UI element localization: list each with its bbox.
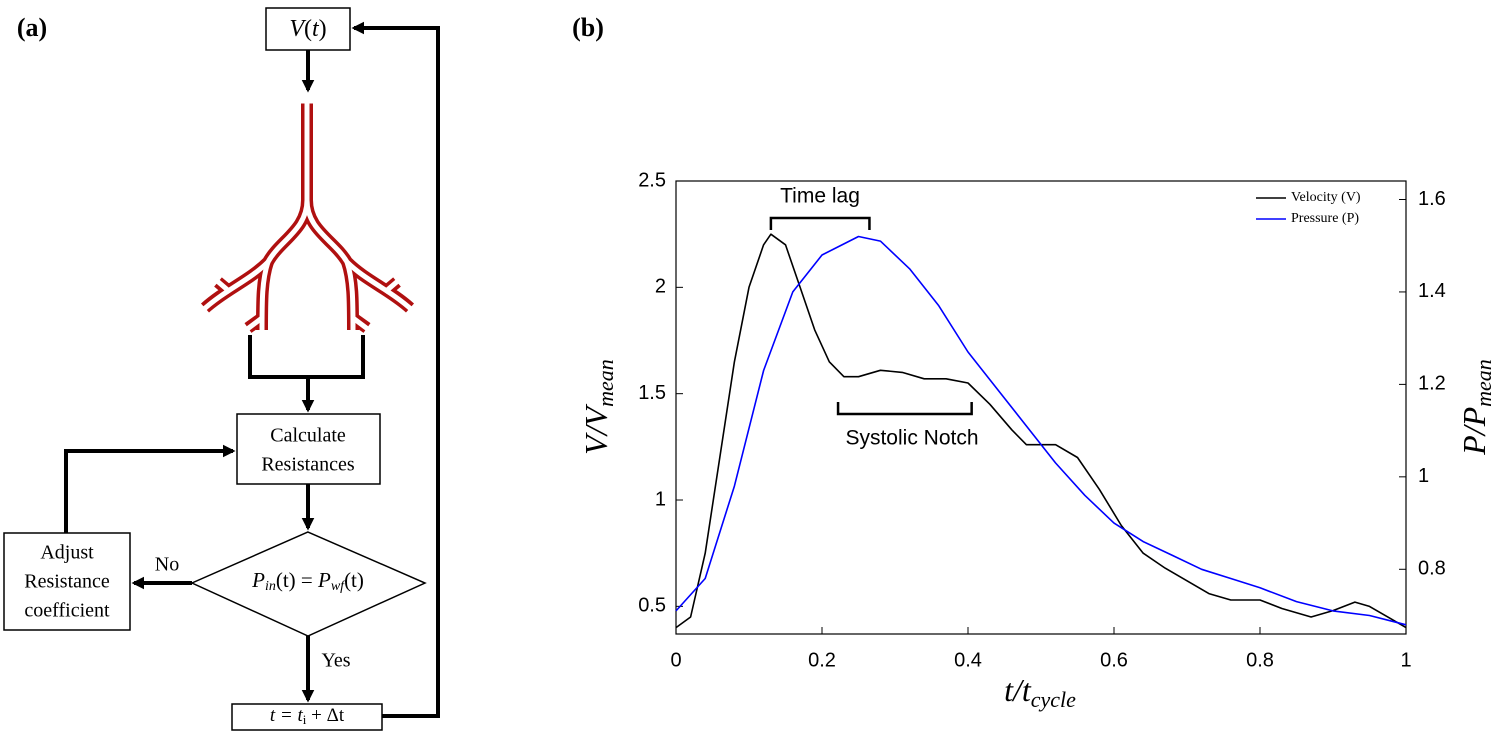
axis-label-base: t/t — [1004, 672, 1032, 708]
axis-label-sub: mean — [593, 359, 618, 407]
legend-label: Velocity (V) — [1291, 190, 1361, 205]
text: in — [265, 579, 276, 594]
box-text: Adjust — [40, 542, 94, 564]
axis-label: V/Vmean — [578, 359, 618, 455]
axis-label-sub: cycle — [1031, 687, 1076, 712]
input-label: V(t) — [289, 16, 326, 42]
text: ( — [304, 16, 312, 42]
text: + Δt — [306, 705, 344, 726]
series-line — [675, 235, 1407, 626]
annotation-bracket — [836, 402, 973, 416]
annotation-bracket — [769, 216, 871, 230]
box-text: Resistances — [261, 454, 355, 476]
box-text: Calculate — [270, 425, 346, 447]
y2-tick-label: 1 — [1418, 465, 1429, 487]
x-tick-label: 0.8 — [1246, 649, 1274, 671]
input-box — [265, 7, 351, 51]
text: V — [289, 16, 306, 42]
x-tick-label: 0.2 — [808, 649, 836, 671]
series-line — [675, 233, 1407, 629]
axis-label: P/Pmean — [1456, 359, 1496, 456]
x-tick-label: 0.6 — [1100, 649, 1128, 671]
box-text: Resistance — [24, 571, 110, 593]
legend-label: Pressure (P) — [1291, 211, 1359, 226]
axis-label: t/tcycle — [1004, 672, 1076, 712]
y2-tick-label: 1.6 — [1418, 188, 1446, 210]
annotation: Time lag — [780, 185, 860, 208]
axis-label-base: V/V — [578, 403, 614, 454]
text: wf — [331, 579, 346, 594]
axis-label-sub: mean — [1471, 359, 1496, 407]
y-tick-label: 1.5 — [638, 382, 666, 404]
vessel-tree — [200, 100, 415, 333]
x-tick-label: 1 — [1400, 649, 1411, 671]
y2-tick-label: 1.4 — [1418, 280, 1446, 302]
y-tick-label: 0.5 — [638, 595, 666, 617]
text: (t) = — [276, 568, 318, 592]
yes-label: Yes — [321, 650, 350, 672]
x-tick-label: 0.4 — [954, 649, 982, 671]
plot-frame — [675, 180, 1407, 635]
text: i — [303, 712, 307, 727]
box-text: coefficient — [24, 600, 110, 622]
text: (t) — [344, 568, 364, 592]
connector — [248, 335, 365, 379]
y-tick-label: 2.5 — [638, 169, 666, 191]
text: P — [317, 568, 331, 592]
arrow — [64, 444, 236, 533]
x-tick-label: 0 — [670, 649, 681, 671]
axis-label-base: P/P — [1456, 407, 1492, 456]
step-text: t = ti + Δt — [270, 705, 345, 727]
annotation: Systolic Notch — [845, 427, 978, 450]
text: t = t — [270, 705, 304, 726]
text: t — [312, 16, 320, 42]
decision-text: Pin(t) = Pwf(t) — [251, 568, 364, 594]
y-tick-label: 2 — [655, 276, 666, 298]
y2-tick-label: 0.8 — [1418, 558, 1446, 580]
step-box — [231, 703, 383, 731]
feedback-arrow — [351, 21, 440, 718]
no-label: No — [155, 554, 179, 576]
text: P — [251, 568, 265, 592]
text: ) — [319, 16, 327, 42]
y-tick-label: 1 — [655, 488, 666, 510]
panel-label: (a) — [17, 13, 47, 42]
y2-tick-label: 1.2 — [1418, 373, 1446, 395]
chart: 0 0.2 0.4 0.6 0.8 1 0.5 1 1.5 2 2.5 0.8 1 1.2 1.4 1.6 t/… — [578, 169, 1496, 712]
flowchart: V(t) Calculate Resistances Pin(t) = Pwf(… — [3, 7, 440, 731]
panel-label: (b) — [572, 13, 604, 42]
